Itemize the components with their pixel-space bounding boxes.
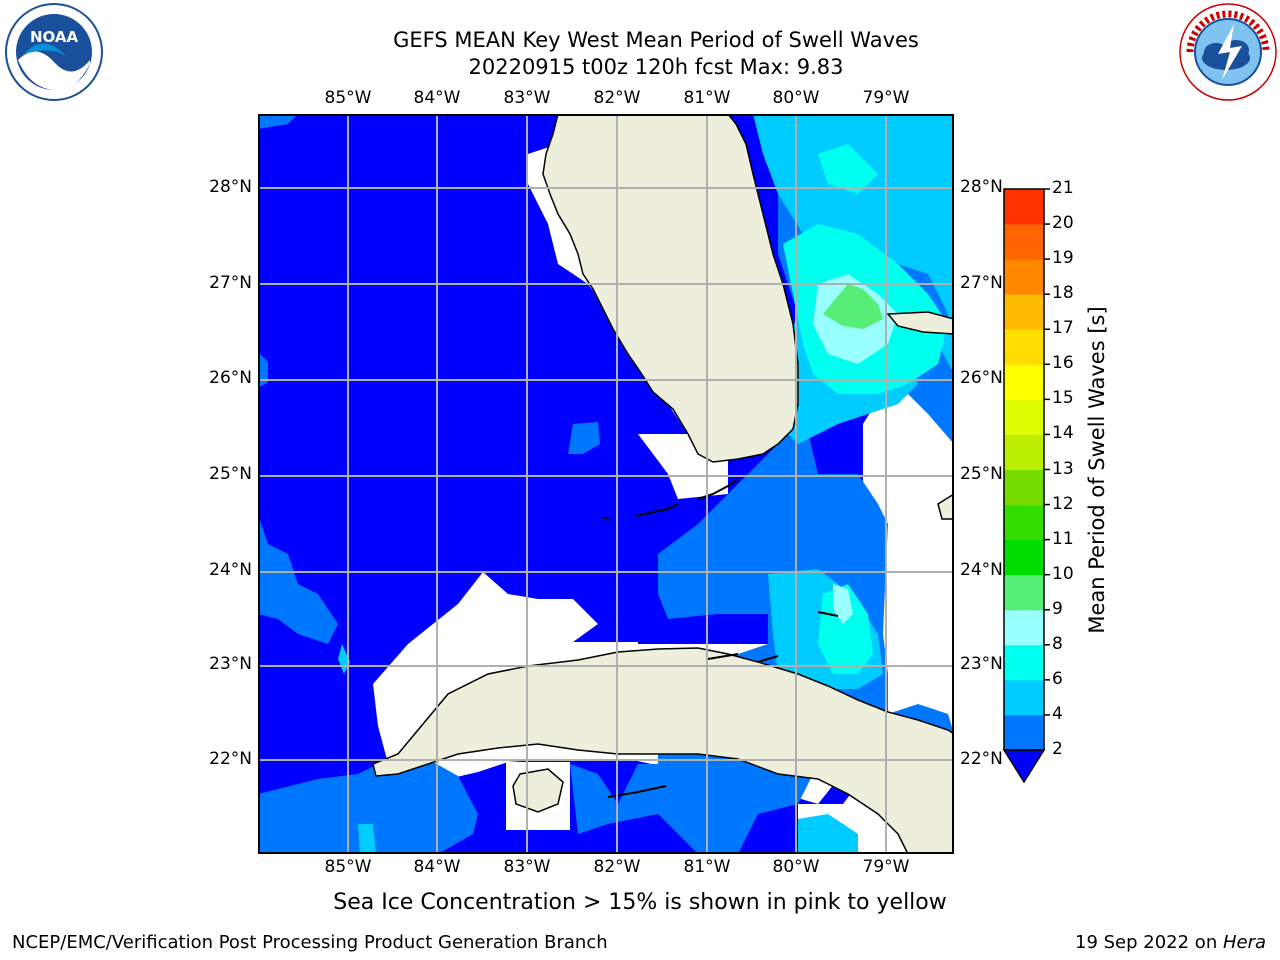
cuba-land [372,647,954,854]
lat-label-right: 25°N [960,464,1003,484]
colorbar-segment [1004,224,1044,260]
colorbar-segment [1004,644,1044,681]
lon-label-top: 83°W [503,88,551,108]
colorbar-tick-label: 9 [1052,598,1063,619]
footer-date: 19 Sep 2022 on Hera [1000,932,1266,953]
colorbar-segment [1004,679,1044,716]
swell-region-2-4 [258,514,338,644]
bahamas-land [937,493,954,520]
colorbar-under-triangle [1002,749,1046,784]
lat-label-left: 25°N [209,464,252,484]
lon-label-top: 81°W [683,88,731,108]
national-weather-service-logo-icon [1179,3,1277,101]
cuba-cays [607,611,839,798]
swell-region-8-9 [833,584,853,624]
map-frame [258,114,954,854]
colorbar-tick-label: 6 [1052,668,1063,689]
swell-region-6-8 [818,144,878,194]
colorbar-tick-label: 18 [1052,283,1074,304]
florida-keys [603,478,739,519]
swell-region-2-4 [568,422,600,454]
colorbar-tick-label: 13 [1052,458,1074,479]
footer-branch: NCEP/EMC/Verification Post Processing Pr… [12,932,608,953]
colorbar-frame [1003,188,1045,751]
colorbar-segment [1004,364,1044,400]
svg-text:NOAA: NOAA [30,28,79,46]
lon-label-bottom: 84°W [413,857,461,877]
swell-region-4-6 [798,814,858,854]
footer-machine: Hera [1222,932,1266,953]
colorbar-segment [1004,504,1044,541]
lat-label-left: 26°N [209,368,252,388]
colorbar-segment [1004,399,1044,435]
lon-label-bottom: 79°W [862,857,910,877]
lat-label-left: 24°N [209,560,252,580]
colorbar-tick-label: 4 [1052,703,1063,724]
lon-label-top: 85°W [324,88,372,108]
lat-label-right: 28°N [960,177,1003,197]
colorbar-tick-label: 17 [1052,318,1074,339]
lon-label-bottom: 85°W [324,857,372,877]
colorbar-tick-label: 11 [1052,528,1074,549]
colorbar-title: Mean Period of Swell Waves [s] [1085,306,1109,634]
colorbar-tick-label: 8 [1052,633,1063,654]
map-subtitle: 20220915 t00z 120h fcst Max: 9.83 [468,55,844,79]
lon-label-top: 80°W [772,88,820,108]
swell-region-4-6 [358,824,376,854]
lon-label-bottom: 83°W [503,857,551,877]
colorbar-segment [1004,609,1044,646]
florida-land [542,114,799,463]
sea-ice-note: Sea Ice Concentration > 15% is shown in … [333,890,947,915]
lon-label-top: 84°W [413,88,461,108]
lon-label-bottom: 82°W [593,857,641,877]
isla-juventud-land [512,768,564,813]
swell-period-map [258,114,954,854]
lat-label-right: 26°N [960,368,1003,388]
lat-label-left: 27°N [209,273,252,293]
colorbar-segment [1004,434,1044,470]
colorbar-tick-label: 19 [1052,248,1074,269]
lat-label-left: 23°N [209,654,252,674]
lon-label-top: 79°W [862,88,910,108]
lat-label-right: 23°N [960,654,1003,674]
colorbar-segment [1004,574,1044,611]
colorbar-tick-label: 15 [1052,388,1074,409]
colorbar-tick-label: 20 [1052,213,1074,234]
swell-region-2-4 [570,764,758,854]
colorbar-segment [1004,294,1044,330]
lat-label-right: 27°N [960,273,1003,293]
colorbar-tick-label: 21 [1052,178,1074,198]
colorbar-segment [1004,539,1044,576]
swell-region-2-4 [258,114,298,129]
lon-label-bottom: 81°W [683,857,731,877]
colorbar-tick-label: 14 [1052,423,1074,444]
colorbar-tick-label: 2 [1052,739,1063,759]
lat-label-left: 28°N [209,177,252,197]
colorbar-segment [1004,259,1044,295]
map-gridlines [258,114,954,854]
lon-label-top: 82°W [593,88,641,108]
bahamas-land [886,311,954,335]
colorbar-segment [1004,714,1044,751]
lat-label-left: 22°N [209,749,252,769]
map-title: GEFS MEAN Key West Mean Period of Swell … [393,28,919,52]
swell-region-2-4 [258,762,478,854]
lon-label-bottom: 80°W [772,857,820,877]
swell-region-9-10 [823,284,883,329]
swell-region-6-8 [818,584,873,674]
colorbar-tick-label: 10 [1052,563,1074,584]
colorbar-tick-label: 16 [1052,353,1074,374]
lat-label-right: 24°N [960,560,1003,580]
colorbar-segment [1004,189,1044,225]
footer-date-text: 19 Sep 2022 on [1075,932,1223,953]
colorbar-tick-label: 12 [1052,493,1074,514]
colorbar [1002,188,1050,784]
colorbar-segment [1004,329,1044,365]
lat-label-right: 22°N [960,749,1003,769]
colorbar-segment [1004,469,1044,506]
noaa-logo-icon: NOAA [5,3,103,101]
